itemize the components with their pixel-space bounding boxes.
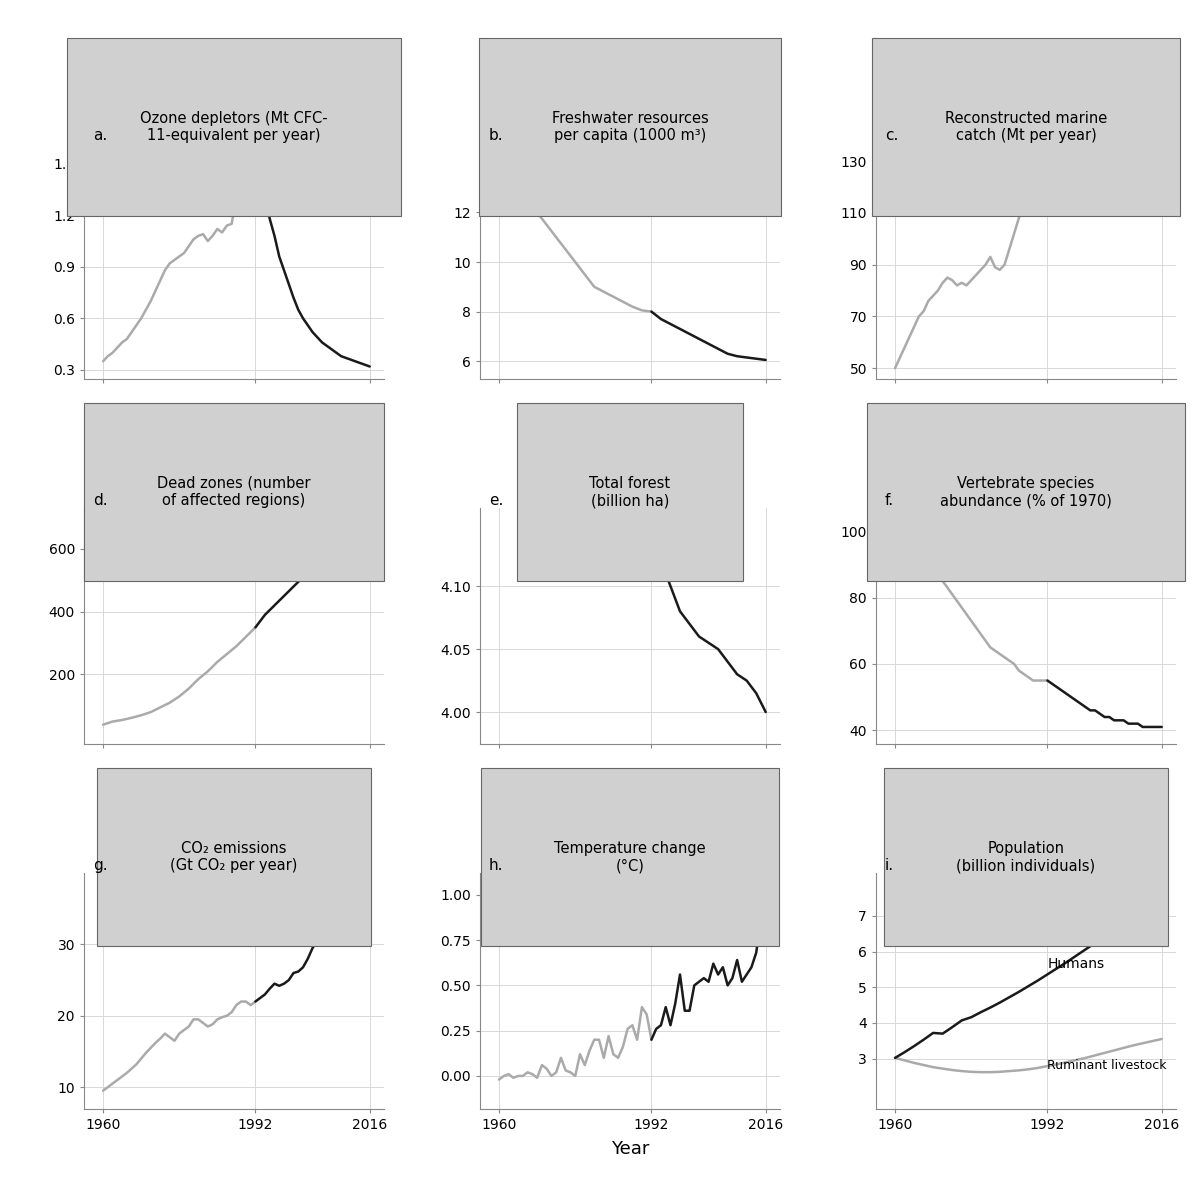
Text: c.: c.: [886, 128, 899, 143]
Text: a.: a.: [94, 128, 107, 143]
Text: CO₂ emissions
(Gt CO₂ per year): CO₂ emissions (Gt CO₂ per year): [170, 840, 298, 873]
Text: f.: f.: [886, 493, 894, 508]
Text: h.: h.: [490, 858, 504, 873]
Text: Reconstructed marine
catch (Mt per year): Reconstructed marine catch (Mt per year): [944, 111, 1108, 143]
Text: Total forest
(billion ha): Total forest (billion ha): [589, 476, 671, 508]
Text: b.: b.: [490, 128, 504, 143]
Text: Vertebrate species
abundance (% of 1970): Vertebrate species abundance (% of 1970): [940, 476, 1112, 508]
Text: e.: e.: [490, 493, 503, 508]
Text: Dead zones (number
of affected regions): Dead zones (number of affected regions): [157, 476, 311, 508]
Text: d.: d.: [94, 493, 108, 508]
Text: Temperature change
(°C): Temperature change (°C): [554, 840, 706, 873]
Text: Ruminant livestock: Ruminant livestock: [1048, 1058, 1166, 1072]
Text: Humans: Humans: [1048, 957, 1104, 970]
Text: g.: g.: [94, 858, 108, 873]
Text: Freshwater resources
per capita (1000 m³): Freshwater resources per capita (1000 m³…: [552, 111, 708, 143]
Text: Ozone depletors (Mt CFC-
11-equivalent per year): Ozone depletors (Mt CFC- 11-equivalent p…: [140, 111, 328, 143]
Text: i.: i.: [886, 858, 894, 873]
Text: Population
(billion individuals): Population (billion individuals): [956, 840, 1096, 873]
X-axis label: Year: Year: [611, 1140, 649, 1157]
